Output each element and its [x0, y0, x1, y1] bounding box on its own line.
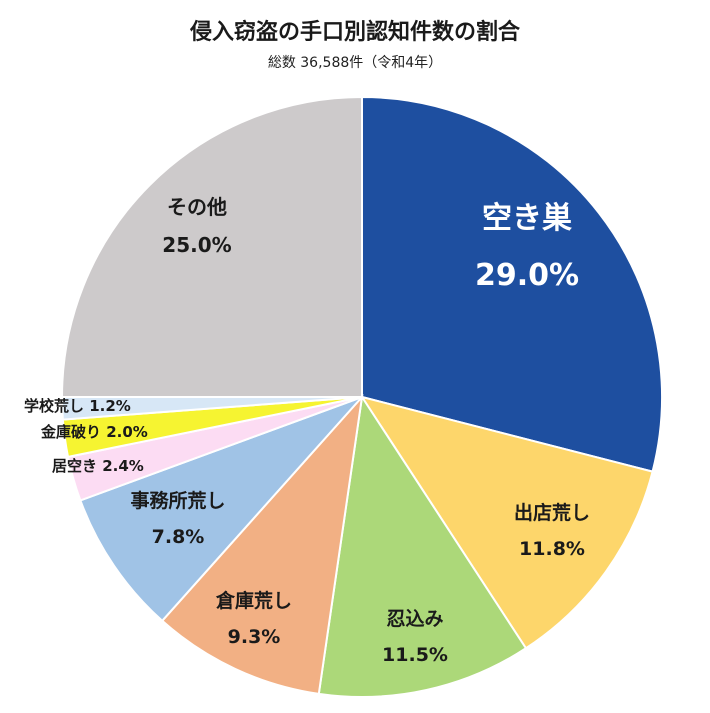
- pie-slice-3: [317, 394, 528, 698]
- slice-value-4: 9.3%: [228, 626, 281, 648]
- slice-name-1: 空き巣: [482, 201, 572, 236]
- chart-subtitle: 総数 36,588件（令和4年）: [267, 55, 443, 71]
- slice-value-3: 11.5%: [382, 644, 448, 666]
- slice-label-6: 居空き 2.4%: [52, 457, 144, 475]
- pie-slice-1: [361, 95, 663, 473]
- pie-slice-5: [79, 396, 363, 623]
- pie-slice-2: [359, 395, 654, 650]
- pie-slice-4: [160, 393, 364, 696]
- chart-title: 侵入窃盗の手口別認知件数の割合: [189, 20, 520, 45]
- slice-value-2: 11.8%: [519, 538, 585, 560]
- slice-value-5: 7.8%: [152, 526, 205, 548]
- slice-name-9: その他: [167, 195, 227, 219]
- slice-name-4: 倉庫荒し: [215, 589, 292, 612]
- slice-name-2: 出店荒し: [514, 501, 590, 524]
- pie-slice-9: [60, 95, 363, 398]
- slice-name-5: 事務所荒し: [130, 489, 225, 512]
- slice-value-9: 25.0%: [162, 233, 231, 257]
- slice-value-1: 29.0%: [475, 258, 579, 293]
- slice-label-8: 学校荒し 1.2%: [24, 397, 131, 415]
- slice-name-3: 忍込み: [386, 608, 443, 630]
- slice-label-7: 金庫破り 2.0%: [40, 423, 148, 441]
